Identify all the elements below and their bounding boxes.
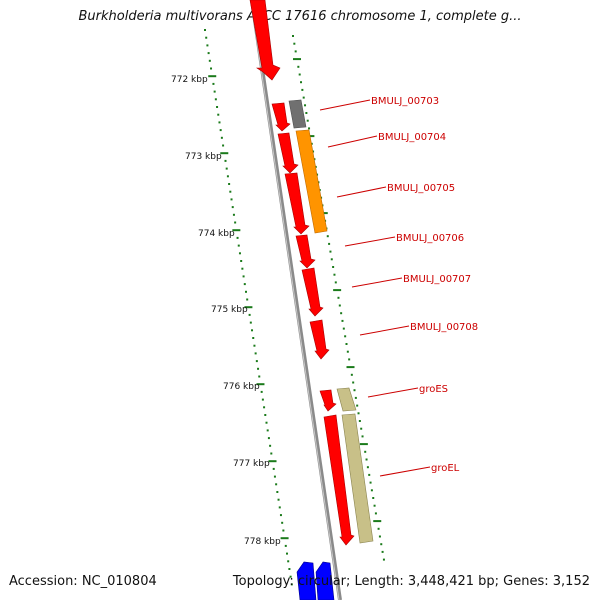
cds-box-BMULJ_00703[interactable] xyxy=(288,99,307,129)
tick-label: 772 kbp xyxy=(171,75,208,85)
gene-track-forward xyxy=(249,0,355,546)
gene-label-BMULJ_00704[interactable]: BMULJ_00704 xyxy=(378,132,446,143)
gene-label-BMULJ_00706[interactable]: BMULJ_00706 xyxy=(396,233,464,244)
tick-label: 776 kbp xyxy=(223,382,260,392)
gene-arrow-BMULJ_00707[interactable] xyxy=(301,267,324,317)
accession-text: Accession: NC_010804 xyxy=(9,574,157,589)
gene-label-BMULJ_00703[interactable]: BMULJ_00703 xyxy=(371,96,439,107)
gene-arrow-BMULJ_00704[interactable] xyxy=(277,132,299,174)
gene-label-BMULJ_00707[interactable]: BMULJ_00707 xyxy=(403,274,471,285)
tick-label: 773 kbp xyxy=(185,152,222,162)
gene-arrow-BMULJ_00703[interactable] xyxy=(271,102,291,132)
gene-arrow-upstream[interactable] xyxy=(249,0,281,81)
cds-box-groES[interactable] xyxy=(336,387,357,412)
sequence-backbone xyxy=(250,0,342,600)
gene-label-lines xyxy=(319,99,431,477)
gene-arrow-BMULJ_00708[interactable] xyxy=(309,319,330,360)
label-line-BMULJ_00704 xyxy=(327,135,378,148)
tick-label: 774 kbp xyxy=(198,229,235,239)
gene-arrow-reverse-b[interactable] xyxy=(315,561,335,600)
tick-label: 778 kbp xyxy=(244,537,281,547)
gene-arrow-groES[interactable] xyxy=(319,389,337,412)
gene-label-groEL[interactable]: groEL xyxy=(431,463,460,474)
gene-arrow-reverse-a[interactable] xyxy=(296,561,317,600)
gene-arrow-BMULJ_00706[interactable] xyxy=(295,234,316,269)
tick-label: 775 kbp xyxy=(211,305,248,315)
outer-tick-track xyxy=(292,35,385,561)
gene-label-BMULJ_00705[interactable]: BMULJ_00705 xyxy=(387,183,455,194)
cds-box-groEL[interactable] xyxy=(341,413,374,544)
cds-track xyxy=(288,99,374,544)
gene-arrow-BMULJ_00705[interactable] xyxy=(284,172,310,235)
inner-tick-track xyxy=(204,29,293,586)
label-line-BMULJ_00703 xyxy=(319,99,371,111)
topology-text: Topology: circular; Length: 3,448,421 bp… xyxy=(232,574,590,589)
label-line-BMULJ_00707 xyxy=(351,277,403,288)
label-line-groEL xyxy=(379,466,431,477)
sequence-backbone-highlight xyxy=(250,0,340,600)
tick-labels: 772 kbp 773 kbp 774 kbp 775 kbp 776 kbp … xyxy=(171,75,281,547)
gene-labels: BMULJ_00703 BMULJ_00704 BMULJ_00705 BMUL… xyxy=(371,96,478,474)
gene-track-reverse xyxy=(296,561,335,600)
map-title: Burkholderia multivorans ATCC 17616 chro… xyxy=(78,9,522,24)
label-line-groES xyxy=(367,387,419,398)
label-line-BMULJ_00706 xyxy=(344,236,396,247)
gene-label-groES[interactable]: groES xyxy=(419,384,448,395)
label-line-BMULJ_00708 xyxy=(359,325,410,336)
gene-arrow-groEL[interactable] xyxy=(323,414,355,546)
cds-box-BMULJ_00704[interactable] xyxy=(295,129,328,234)
tick-label: 777 kbp xyxy=(233,459,270,469)
gene-label-BMULJ_00708[interactable]: BMULJ_00708 xyxy=(410,322,478,333)
label-line-BMULJ_00705 xyxy=(336,186,387,198)
